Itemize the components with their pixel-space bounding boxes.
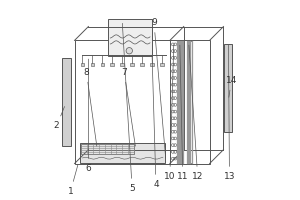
Bar: [187, 41, 192, 163]
Text: 5: 5: [122, 23, 135, 193]
Text: 7: 7: [121, 68, 135, 146]
Circle shape: [126, 48, 132, 54]
Text: 13: 13: [224, 45, 235, 181]
Bar: [120, 63, 124, 66]
Bar: [82, 144, 134, 154]
Text: 2: 2: [54, 107, 64, 130]
Bar: [177, 41, 183, 163]
Text: 11: 11: [177, 45, 188, 181]
Bar: [74, 40, 210, 164]
Bar: [81, 63, 84, 66]
Bar: [130, 63, 134, 66]
Text: 6: 6: [85, 59, 91, 173]
Text: 12: 12: [189, 45, 203, 181]
Text: 1: 1: [68, 165, 78, 196]
Text: 9: 9: [151, 18, 166, 158]
Bar: [91, 63, 94, 66]
Bar: [61, 58, 70, 146]
Bar: [150, 63, 154, 66]
Text: 14: 14: [226, 76, 237, 97]
Text: 8: 8: [84, 68, 97, 146]
Bar: [108, 19, 152, 56]
Bar: [100, 63, 104, 66]
Bar: [80, 143, 165, 163]
Bar: [140, 63, 144, 66]
Bar: [110, 63, 114, 66]
Text: 4: 4: [152, 55, 159, 189]
Bar: [160, 63, 164, 66]
Bar: [224, 44, 232, 132]
Text: 10: 10: [164, 45, 176, 181]
